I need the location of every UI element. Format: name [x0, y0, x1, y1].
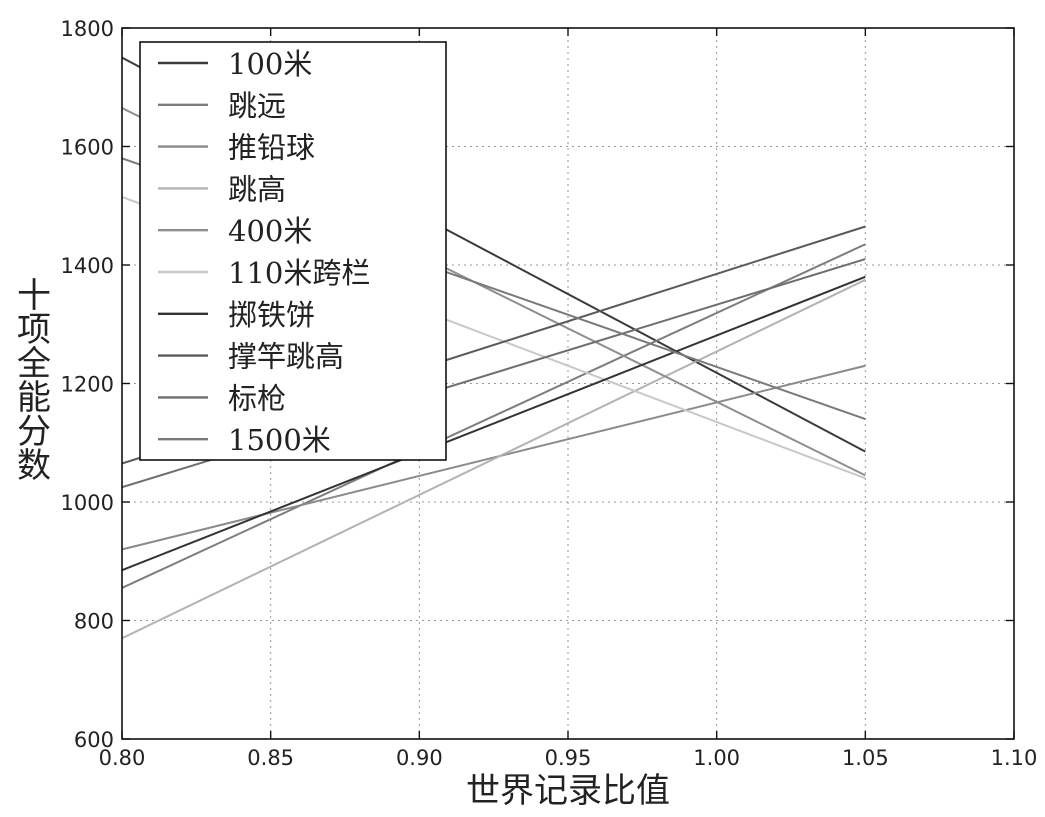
y-tick-label: 1400: [61, 254, 114, 278]
axis-ticks: 0.80 0.85 0.90 0.95 1.00 1.05 1.10 600 800 1000 12…: [61, 17, 1038, 770]
legend-label: 跳远: [228, 89, 286, 123]
legend-label: 1500米: [228, 423, 331, 457]
legend-label: 撑竿跳高: [228, 340, 344, 374]
legend-label: 110米跨栏: [228, 256, 370, 290]
series-line-3: [121, 278, 866, 640]
y-tick-label: 1000: [61, 491, 114, 515]
legend-label: 100米: [228, 47, 312, 81]
x-tick-label: 1.00: [693, 746, 740, 770]
x-tick-label: 0.80: [99, 746, 146, 770]
x-axis-title: 世界记录比值: [466, 771, 670, 811]
legend-label: 推铅球: [228, 131, 315, 165]
y-tick-label: 600: [74, 728, 114, 752]
y-axis-title: 十项全能分数: [17, 276, 51, 486]
x-tick-label: 0.85: [247, 746, 294, 770]
x-tick-label: 1.10: [991, 746, 1038, 770]
legend-label: 400米: [228, 214, 312, 248]
x-tick-label: 1.05: [842, 746, 889, 770]
series-line-6: [121, 275, 866, 572]
y-tick-label: 800: [74, 610, 114, 634]
legend-label: 掷铁饼: [228, 298, 315, 332]
legend-box: [139, 41, 447, 461]
series-line-1: [121, 243, 866, 589]
legend-label: 标枪: [228, 381, 286, 415]
x-tick-label: 0.95: [545, 746, 592, 770]
y-tick-label: 1600: [61, 136, 114, 160]
series-line-2: [121, 364, 866, 551]
y-tick-label: 1800: [61, 17, 114, 41]
y-tick-label: 1200: [61, 373, 114, 397]
x-tick-label: 0.90: [396, 746, 443, 770]
legend-label: 跳高: [228, 172, 286, 206]
